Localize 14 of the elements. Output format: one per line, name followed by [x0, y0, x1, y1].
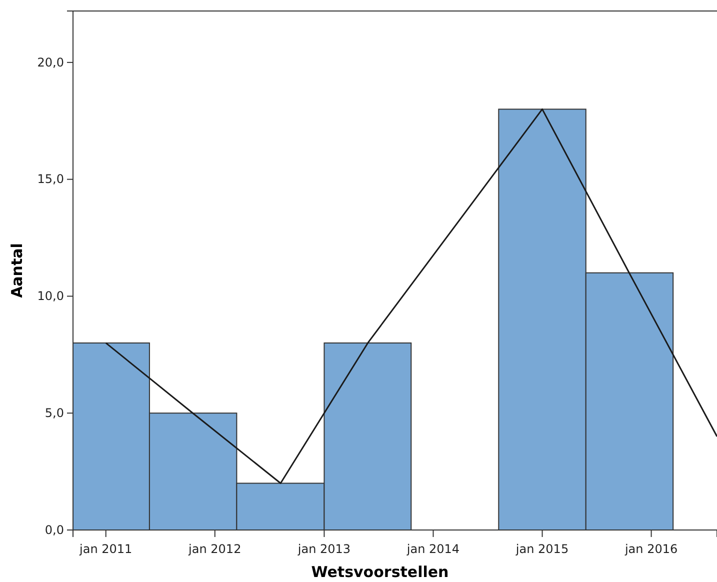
- y-tick-label: 0,0: [44, 522, 64, 537]
- x-tick-label: jan 2016: [624, 542, 678, 556]
- x-tick-label: jan 2014: [406, 542, 460, 556]
- y-tick-label: 20,0: [37, 55, 64, 70]
- line-series: [105, 108, 717, 484]
- y-tick-label: 5,0: [44, 406, 64, 420]
- x-axis-title: Wetsvoorstellen: [311, 563, 449, 581]
- y-axis-title: Aantal: [8, 243, 26, 298]
- x-tick-label: jan 2011: [78, 542, 132, 556]
- x-tick-label: jan 2015: [514, 542, 569, 556]
- y-tick-label: 15,0: [37, 172, 64, 186]
- x-tick-label: jan 2013: [296, 542, 351, 556]
- x-tick-label: jan 2012: [188, 542, 242, 556]
- y-tick-label: 10,0: [37, 289, 64, 304]
